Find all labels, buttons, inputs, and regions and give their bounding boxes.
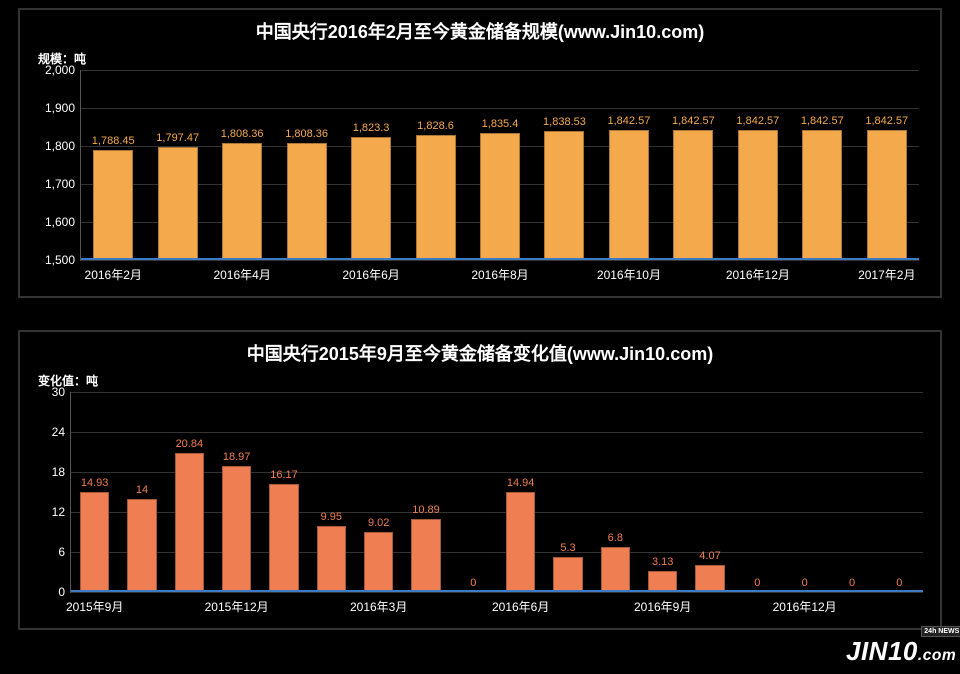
- bar-value-label: 9.02: [368, 517, 389, 529]
- bar-value-label: 1,842.57: [672, 115, 715, 127]
- bar-value-label: 20.84: [176, 438, 204, 450]
- bar: [411, 519, 440, 592]
- x-tick-label: 2015年9月: [66, 592, 123, 615]
- bar-value-label: 1,838.53: [543, 116, 586, 128]
- bar: [480, 133, 520, 260]
- bar-value-label: 1,808.36: [285, 128, 328, 140]
- x-tick-label: 2016年3月: [350, 592, 407, 615]
- grid-line: [71, 432, 923, 433]
- x-tick-label: 2016年6月: [492, 592, 549, 615]
- bar: [158, 147, 198, 260]
- y-tick-label: 30: [52, 385, 71, 399]
- bar: [222, 143, 262, 260]
- bar: [127, 499, 156, 592]
- x-tick-label: 2016年9月: [634, 592, 691, 615]
- bar: [867, 130, 907, 260]
- y-tick-label: 12: [52, 505, 71, 519]
- y-tick-label: 6: [58, 545, 71, 559]
- bar: [416, 135, 456, 260]
- bar: [93, 150, 133, 260]
- bar-value-label: 0: [849, 577, 855, 589]
- bar: [802, 130, 842, 260]
- grid-line: [81, 108, 919, 109]
- x-tick-label: 2016年4月: [213, 260, 270, 283]
- bar-value-label: 10.89: [412, 504, 440, 516]
- bar: [175, 453, 204, 592]
- bar-value-label: 14.94: [507, 477, 535, 489]
- bar-value-label: 1,842.57: [865, 115, 908, 127]
- bar-value-label: 0: [896, 577, 902, 589]
- bar: [269, 484, 298, 592]
- bar: [695, 565, 724, 592]
- bar-value-label: 14.93: [81, 477, 109, 489]
- baseline: [71, 590, 923, 592]
- bar-value-label: 5.3: [560, 542, 575, 554]
- chart1-title: 中国央行2016年2月至今黄金储备规模(www.Jin10.com): [20, 18, 940, 44]
- bar-value-label: 0: [754, 577, 760, 589]
- jin10-watermark: JIN10.com 24h NEWS: [846, 636, 956, 667]
- y-tick-label: 1,600: [45, 215, 81, 229]
- bar: [544, 131, 584, 260]
- chart1-plot-area: 1,5001,6001,7001,8001,9002,0001,788.451,…: [80, 70, 919, 261]
- bar-value-label: 0: [802, 577, 808, 589]
- bar-value-label: 18.97: [223, 451, 251, 463]
- bar: [317, 526, 346, 592]
- bar-value-label: 4.07: [699, 550, 720, 562]
- bar-value-label: 9.95: [321, 511, 342, 523]
- bar-value-label: 3.13: [652, 556, 673, 568]
- bar-value-label: 1,835.4: [482, 118, 519, 130]
- bar: [506, 492, 535, 592]
- y-tick-label: 1,800: [45, 139, 81, 153]
- bar-value-label: 16.17: [270, 469, 298, 481]
- bar-value-label: 1,808.36: [221, 128, 264, 140]
- baseline: [81, 258, 919, 260]
- watermark-sub: .com: [918, 647, 956, 664]
- bar: [601, 547, 630, 592]
- bar-value-label: 14: [136, 484, 148, 496]
- chart2-plot-area: 061218243014.931420.8418.9716.179.959.02…: [70, 392, 923, 593]
- x-tick-label: 2016年10月: [597, 260, 661, 283]
- y-tick-label: 2,000: [45, 63, 81, 77]
- y-tick-label: 1,700: [45, 177, 81, 191]
- bar-value-label: 0: [470, 577, 476, 589]
- x-tick-label: 2016年2月: [85, 260, 142, 283]
- bar: [648, 571, 677, 592]
- bar: [553, 557, 582, 592]
- gold-reserve-scale-chart: 中国央行2016年2月至今黄金储备规模(www.Jin10.com) 规模：吨 …: [18, 8, 942, 298]
- bar: [364, 532, 393, 592]
- y-tick-label: 1,500: [45, 253, 81, 267]
- watermark-main: JIN10: [846, 636, 918, 666]
- bar-value-label: 1,842.57: [608, 115, 651, 127]
- bar-value-label: 1,788.45: [92, 135, 135, 147]
- chart2-title: 中国央行2015年9月至今黄金储备变化值(www.Jin10.com): [20, 340, 940, 366]
- grid-line: [71, 392, 923, 393]
- y-tick-label: 24: [52, 425, 71, 439]
- x-tick-label: 2015年12月: [205, 592, 269, 615]
- x-tick-label: 2016年12月: [726, 260, 790, 283]
- watermark-badge: 24h NEWS: [921, 626, 960, 637]
- bar-value-label: 1,842.57: [801, 115, 844, 127]
- bar: [673, 130, 713, 260]
- bar-value-label: 1,842.57: [736, 115, 779, 127]
- bar-value-label: 6.8: [608, 532, 623, 544]
- x-tick-label: 2016年6月: [342, 260, 399, 283]
- grid-line: [81, 70, 919, 71]
- y-tick-label: 1,900: [45, 101, 81, 115]
- bar-value-label: 1,828.6: [417, 120, 454, 132]
- bar: [351, 137, 391, 260]
- bar-value-label: 1,797.47: [156, 132, 199, 144]
- bar-value-label: 1,823.3: [353, 122, 390, 134]
- x-tick-label: 2016年8月: [471, 260, 528, 283]
- bar: [609, 130, 649, 260]
- x-tick-label: 2017年2月: [858, 260, 915, 283]
- bar: [738, 130, 778, 260]
- y-tick-label: 18: [52, 465, 71, 479]
- bar: [80, 492, 109, 592]
- gold-reserve-change-chart: 中国央行2015年9月至今黄金储备变化值(www.Jin10.com) 变化值：…: [18, 330, 942, 630]
- x-tick-label: 2016年12月: [773, 592, 837, 615]
- bar: [287, 143, 327, 260]
- bar: [222, 466, 251, 592]
